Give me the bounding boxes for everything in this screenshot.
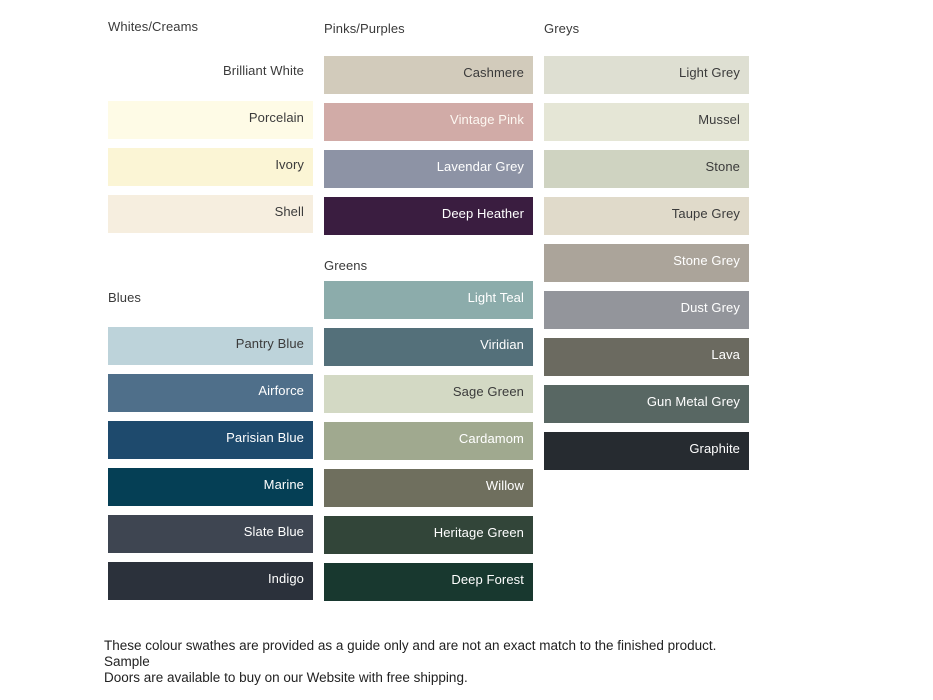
swatch-label: Heritage Green [433, 525, 524, 540]
swatch-label: Graphite [689, 441, 740, 456]
swatch-mussel: Mussel [544, 103, 749, 141]
group-title-whites-creams: Whites/Creams [108, 19, 199, 34]
group-greens: Greens Light Teal Viridian Sage Green Carda… [324, 258, 533, 610]
swatch-light-grey: Light Grey [544, 56, 749, 94]
swatch-label: Taupe Grey [671, 206, 740, 221]
footer-note: These colour swathes are provided as a g… [104, 638, 759, 686]
swatch-cardamom: Cardamom [324, 422, 533, 460]
swatch-list-greens: Light Teal Viridian Sage Green Cardamom Will… [324, 281, 533, 601]
swatch-shell: Shell [108, 195, 313, 233]
swatch-ivory: Ivory [108, 148, 313, 186]
swatch-label: Marine [263, 477, 304, 492]
swatch-dust-grey: Dust Grey [544, 291, 749, 329]
swatch-label: Cardamom [458, 431, 524, 446]
swatch-deep-forest: Deep Forest [324, 563, 533, 601]
swatch-label: Viridian [480, 337, 524, 352]
swatch-cashmere: Cashmere [324, 56, 533, 94]
swatch-airforce: Airforce [108, 374, 313, 412]
group-title-blues: Blues [108, 290, 142, 305]
swatch-label: Deep Heather [441, 206, 524, 221]
swatch-label: Deep Forest [451, 572, 524, 587]
swatch-label: Light Teal [467, 290, 524, 305]
swatch-taupe-grey: Taupe Grey [544, 197, 749, 235]
swatch-label: Vintage Pink [450, 112, 524, 127]
swatch-label: Mussel [698, 112, 740, 127]
swatch-list-whites-creams: Brilliant White Porcelain Ivory Shell [108, 54, 313, 233]
swatch-label: Porcelain [248, 110, 304, 125]
swatch-gun-metal-grey: Gun Metal Grey [544, 385, 749, 423]
swatch-label: Slate Blue [243, 524, 304, 539]
swatch-pantry-blue: Pantry Blue [108, 327, 313, 365]
group-greys: Greys Light Grey Mussel Stone Taupe Grey Sto… [544, 21, 749, 479]
swatch-stone: Stone [544, 150, 749, 188]
swatch-label: Stone Grey [673, 253, 740, 268]
swatch-sage-green: Sage Green [324, 375, 533, 413]
swatch-indigo: Indigo [108, 562, 313, 600]
swatch-label: Stone [705, 159, 740, 174]
group-title-pinks-purples: Pinks/Purples [324, 21, 405, 36]
swatch-willow: Willow [324, 469, 533, 507]
swatch-light-teal: Light Teal [324, 281, 533, 319]
swatch-marine: Marine [108, 468, 313, 506]
swatch-label: Gun Metal Grey [646, 394, 740, 409]
footer-note-line2: Doors are available to buy on our Websit… [104, 670, 468, 685]
swatch-label: Airforce [258, 383, 304, 398]
swatch-label: Parisian Blue [226, 430, 304, 445]
swatch-label: Brilliant White [223, 63, 304, 78]
swatch-deep-heather: Deep Heather [324, 197, 533, 235]
swatch-list-pinks-purples: Cashmere Vintage Pink Lavendar Grey Deep He… [324, 56, 533, 235]
swatch-stone-grey: Stone Grey [544, 244, 749, 282]
group-blues: Blues Pantry Blue Airforce Parisian Blue Ma… [108, 290, 313, 609]
swatch-label: Sage Green [452, 384, 524, 399]
group-title-greens: Greens [324, 258, 368, 273]
swatch-vintage-pink: Vintage Pink [324, 103, 533, 141]
swatch-label: Dust Grey [680, 300, 740, 315]
swatch-label: Willow [485, 478, 524, 493]
swatch-label: Ivory [275, 157, 304, 172]
swatch-slate-blue: Slate Blue [108, 515, 313, 553]
group-whites-creams: Whites/Creams Brilliant White Porcelain Iv… [108, 19, 313, 242]
swatch-label: Lava [711, 347, 740, 362]
swatch-graphite: Graphite [544, 432, 749, 470]
swatch-list-greys: Light Grey Mussel Stone Taupe Grey Stone Gre… [544, 56, 749, 470]
swatch-label: Pantry Blue [235, 336, 304, 351]
swatch-parisian-blue: Parisian Blue [108, 421, 313, 459]
swatch-brilliant-white: Brilliant White [108, 54, 313, 92]
swatch-viridian: Viridian [324, 328, 533, 366]
group-title-greys: Greys [544, 21, 580, 36]
swatch-label: Cashmere [463, 65, 524, 80]
swatch-list-blues: Pantry Blue Airforce Parisian Blue Marine Sl… [108, 327, 313, 600]
footer-note-line1: These colour swathes are provided as a g… [104, 638, 724, 669]
swatch-lavendar-grey: Lavendar Grey [324, 150, 533, 188]
group-pinks-purples: Pinks/Purples Cashmere Vintage Pink Lavend… [324, 21, 533, 244]
swatch-label: Shell [274, 204, 304, 219]
swatch-lava: Lava [544, 338, 749, 376]
swatch-heritage-green: Heritage Green [324, 516, 533, 554]
swatch-label: Light Grey [679, 65, 740, 80]
swatch-label: Lavendar Grey [436, 159, 524, 174]
swatch-label: Indigo [267, 571, 304, 586]
swatch-porcelain: Porcelain [108, 101, 313, 139]
